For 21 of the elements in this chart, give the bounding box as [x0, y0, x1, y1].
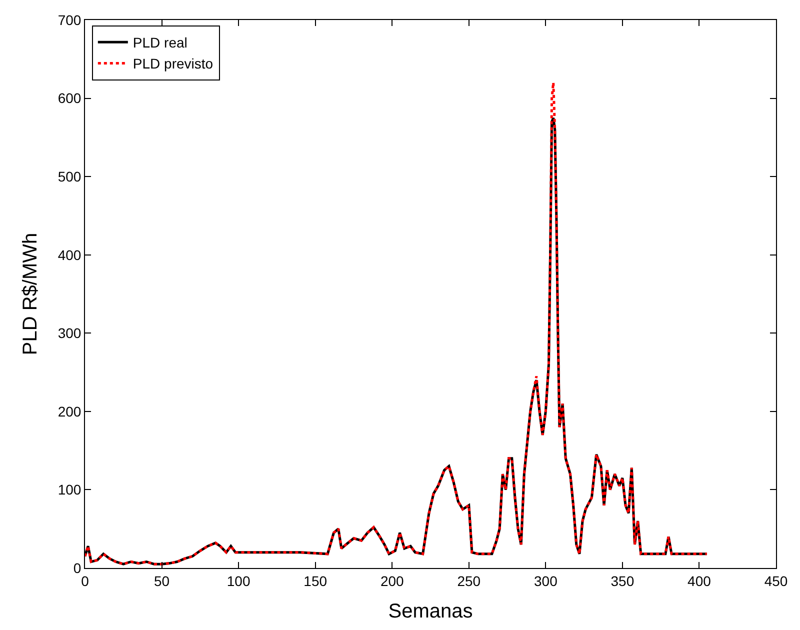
y-tick-label: 0 — [73, 560, 82, 576]
legend-label: PLD previsto — [132, 56, 214, 72]
x-tick-label: 200 — [380, 572, 404, 589]
x-axis-title: Semanas — [388, 600, 473, 622]
y-tick-label: 200 — [58, 403, 82, 420]
x-tick-label: 350 — [610, 572, 634, 589]
y-tick-label: 500 — [58, 168, 82, 184]
x-tick-label: 250 — [457, 572, 481, 589]
x-tick-label: 150 — [304, 572, 328, 589]
y-tick-label: 700 — [58, 12, 82, 28]
y-tick-label: 100 — [58, 482, 82, 498]
legend-label: PLD real — [132, 34, 188, 51]
x-tick-label: 100 — [226, 572, 250, 589]
x-tick-label: 50 — [154, 572, 170, 589]
y-axis-title: PLD R$/MWh — [19, 232, 42, 356]
y-tick-label: 600 — [58, 90, 82, 106]
x-tick-label: 300 — [534, 572, 558, 589]
x-tick-label: 400 — [688, 572, 712, 589]
y-tick-label: 300 — [58, 325, 82, 342]
y-tick-label: 400 — [58, 246, 82, 263]
x-tick-label: 450 — [764, 572, 788, 589]
